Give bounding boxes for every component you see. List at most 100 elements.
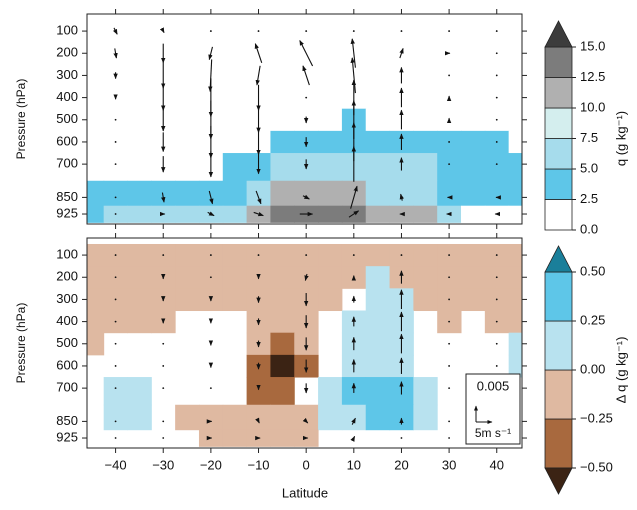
field-cell — [461, 108, 486, 132]
y-tick-label: 400 — [56, 313, 78, 328]
field-cell — [127, 404, 152, 431]
field-cell — [413, 153, 438, 182]
field-cell — [222, 86, 248, 110]
field-cell — [87, 332, 105, 356]
field-cell — [270, 377, 295, 406]
field-cell — [508, 130, 522, 154]
x-tick-label: 10 — [347, 457, 361, 472]
field-cell — [413, 108, 438, 132]
field-cell — [127, 266, 152, 289]
field-cell — [270, 19, 295, 43]
field-cell — [461, 19, 486, 43]
wind-arrow — [448, 320, 451, 323]
wind-arrow — [305, 254, 308, 256]
colorbar-bin — [544, 107, 573, 139]
wind-arrow — [350, 435, 356, 442]
wind-arrow — [114, 437, 117, 439]
y-tick-label: 400 — [56, 89, 78, 104]
field-cell — [318, 404, 343, 431]
field-cell — [365, 108, 391, 132]
field-cell — [508, 180, 522, 207]
field-cell — [175, 243, 200, 267]
wind-arrow — [448, 254, 451, 256]
field-cell — [87, 86, 105, 110]
field-cell — [222, 266, 248, 289]
wind-arrow — [352, 254, 355, 256]
colorbar-bin — [544, 77, 573, 109]
wind-arrow — [114, 196, 117, 199]
wind-arrow — [448, 387, 451, 390]
wind-arrow — [299, 39, 314, 67]
y-tick-label: 200 — [56, 45, 78, 60]
colorbar-bin — [544, 320, 573, 371]
field-cell — [270, 130, 295, 154]
wind-arrow — [448, 342, 451, 345]
field-cell — [222, 180, 248, 207]
wind-arrow — [255, 65, 261, 86]
colorbar-bin — [544, 46, 573, 78]
field-cell — [318, 153, 343, 182]
wind-arrow — [255, 417, 260, 424]
field-cell — [175, 288, 200, 312]
field-cell — [270, 310, 295, 334]
field-cell — [413, 243, 438, 267]
wind-arrow — [495, 276, 498, 279]
field-cell — [270, 86, 295, 110]
wind-arrow — [495, 163, 498, 166]
field-cell — [461, 205, 486, 223]
field-cell — [294, 180, 319, 207]
wind-arrow — [350, 185, 358, 209]
wind-arrow — [302, 65, 310, 86]
field-cell — [175, 180, 200, 207]
field-cell — [341, 180, 367, 207]
wind-arrow — [495, 320, 498, 323]
wind-arrow — [209, 276, 212, 279]
field-cell — [103, 377, 128, 406]
wind-arrow — [448, 163, 451, 166]
field-cell — [87, 288, 105, 312]
field-cell — [508, 310, 522, 334]
field-cell — [365, 180, 391, 207]
field-cell — [461, 64, 486, 88]
wind-arrow — [400, 254, 403, 256]
colorbar-tick-label: −0.50 — [580, 459, 613, 474]
field-cell — [270, 153, 295, 182]
colorbar-tick-label: 12.5 — [580, 69, 605, 84]
x-axis-label: Latitude — [282, 485, 328, 500]
y-tick-label: 700 — [56, 156, 78, 171]
field-cell — [127, 108, 152, 132]
field-cell — [87, 153, 105, 182]
field-cell — [198, 180, 224, 207]
wind-arrow — [400, 437, 403, 439]
wind-arrow — [114, 365, 117, 367]
field-cell — [87, 205, 105, 223]
field-cell — [318, 243, 343, 267]
colorbar-bin — [544, 418, 573, 469]
y-axis-label: Pressure (hPa) — [14, 79, 28, 160]
field-cell — [127, 153, 152, 182]
field-cell — [318, 377, 343, 406]
field-cell — [270, 332, 295, 356]
field-cell — [461, 243, 486, 267]
wind-arrow — [113, 48, 118, 59]
colorbar-bin — [544, 199, 573, 231]
y-tick-label: 200 — [56, 269, 78, 284]
field-cell — [87, 108, 105, 132]
field-cell — [127, 205, 152, 223]
field-cell — [127, 310, 152, 334]
field-cell — [461, 153, 486, 182]
field-cell — [413, 404, 438, 431]
field-cell — [270, 180, 295, 207]
field-cell — [365, 354, 391, 378]
field-cell — [175, 86, 200, 110]
wind-arrow — [399, 193, 404, 201]
wind-arrow — [448, 437, 451, 439]
y-tick-label: 500 — [56, 111, 78, 126]
field-cell — [270, 108, 295, 132]
wind-arrow — [448, 420, 451, 423]
field-cell — [484, 153, 510, 182]
wind-arrow — [162, 254, 165, 256]
x-tick-label: −10 — [247, 457, 269, 472]
wind-arrow — [495, 30, 498, 32]
